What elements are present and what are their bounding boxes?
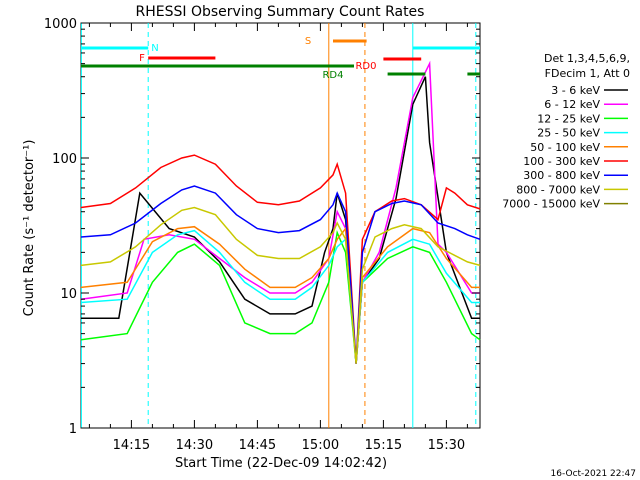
- timestamp: 16-Oct-2021 22:47: [551, 469, 636, 479]
- x-tick-label: 15:15: [365, 438, 402, 453]
- series-line: [81, 76, 480, 364]
- annotation-label: RD4: [322, 70, 343, 81]
- legend-label: 12 - 25 keV: [537, 112, 600, 125]
- legend-label: 50 - 100 keV: [530, 141, 600, 154]
- annotation-label: N: [151, 43, 158, 54]
- legend-label: 300 - 800 keV: [523, 169, 600, 182]
- x-tick-label: 14:15: [113, 438, 150, 453]
- legend-label: 7000 - 15000 keV: [502, 198, 600, 211]
- y-axis-label: Count Rate (s⁻¹ detector⁻¹): [22, 140, 37, 317]
- x-tick-label: 14:30: [176, 438, 213, 453]
- series-line: [80, 154, 481, 364]
- annotation-label: RD0: [355, 61, 376, 72]
- legend-label: 3 - 6 keV: [551, 84, 600, 97]
- series-line: [80, 60, 480, 364]
- series-line: [80, 206, 481, 364]
- legend-label: 100 - 300 keV: [523, 155, 600, 168]
- x-axis-label: Start Time (22-Dec-09 14:02:42): [175, 456, 387, 471]
- legend-label: 800 - 7000 keV: [516, 183, 600, 196]
- legend-header-line-2: FDecim 1, Att 0: [545, 67, 630, 80]
- chart-title: RHESSI Observing Summary Count Rates: [136, 4, 425, 20]
- y-tick-label: 1000: [44, 17, 77, 32]
- y-tick-label: 100: [52, 152, 77, 167]
- legend-header-line-1: Det 1,3,4,5,6,9,: [544, 52, 630, 65]
- x-ticks: 14:15 14:30 14:45 15:00 15:15 15:30: [88, 23, 468, 453]
- y-tick-label: 1: [69, 422, 77, 437]
- x-tick-label: 15:00: [302, 438, 339, 453]
- annotation-label: S: [305, 36, 311, 47]
- legend: Det 1,3,4,5,6,9, FDecim 1, Att 0 3 - 6 k…: [502, 52, 630, 211]
- plot-area: NF S RD0 RD4: [80, 22, 481, 429]
- series-line: [80, 185, 481, 364]
- legend-label: 6 - 12 keV: [544, 98, 600, 111]
- x-tick-label: 14:45: [239, 438, 276, 453]
- series-line: [80, 229, 480, 364]
- x-tick-label: 15:30: [428, 438, 465, 453]
- y-tick-label: 10: [60, 287, 77, 302]
- annotation-label: F: [139, 53, 145, 64]
- series-line: [80, 229, 481, 364]
- y-ticks: 1 10 100 1000: [44, 17, 480, 437]
- legend-label: 25 - 50 keV: [537, 127, 600, 140]
